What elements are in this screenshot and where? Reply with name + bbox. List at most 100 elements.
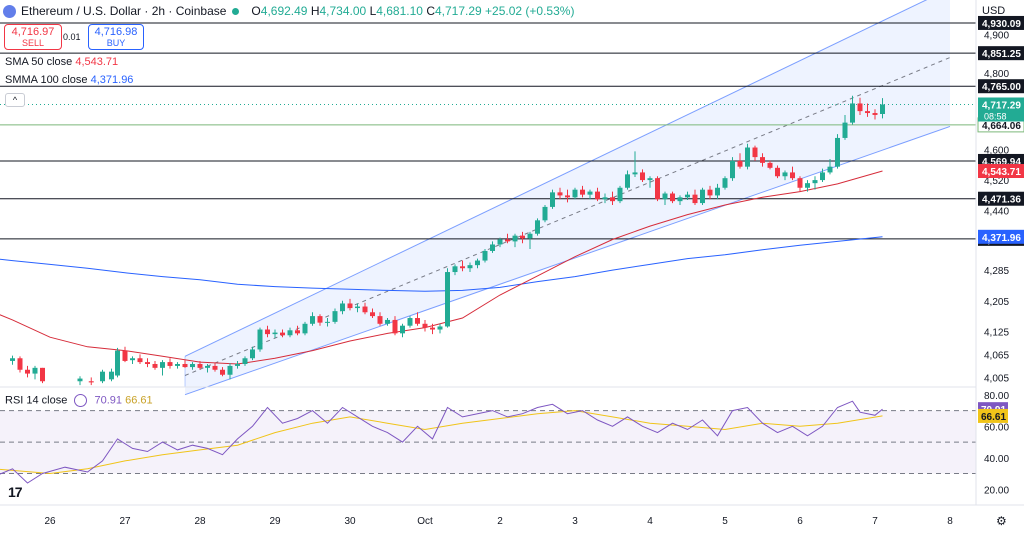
y-tick-label: 4,205 bbox=[984, 297, 1009, 308]
candle-body bbox=[812, 180, 818, 184]
rsi-tick-label: 60.00 bbox=[984, 422, 1009, 433]
y-tick-label: 4,600 bbox=[984, 145, 1009, 156]
x-tick-label: 3 bbox=[572, 516, 578, 527]
candle-body bbox=[797, 178, 803, 188]
sma50-legend[interactable]: SMA 50 close 4,543.71 bbox=[5, 56, 118, 68]
candle-body bbox=[272, 332, 278, 335]
x-tick-label: 30 bbox=[344, 516, 356, 527]
buy-button[interactable]: 4,716.98 BUY bbox=[88, 24, 144, 50]
symbol-title[interactable]: Ethereum / U.S. Dollar · 2h · Coinbase bbox=[21, 4, 227, 18]
candle-body bbox=[392, 319, 398, 334]
candle-body bbox=[700, 189, 705, 204]
candle-body bbox=[677, 197, 683, 202]
candle-body bbox=[775, 167, 780, 177]
level-tag-label: 4,930.09 bbox=[982, 19, 1021, 30]
candle-body bbox=[625, 174, 630, 188]
price-tag-label: 4,371.96 bbox=[982, 233, 1021, 244]
candle-body bbox=[505, 239, 510, 242]
candle-body bbox=[377, 316, 383, 324]
level-tag bbox=[978, 79, 1024, 94]
candle-body bbox=[790, 172, 795, 179]
rsi-label: RSI 14 close bbox=[5, 394, 68, 407]
change-value: +25.02 (+0.53%) bbox=[485, 4, 575, 18]
countdown-label: 08:58 bbox=[984, 111, 1007, 121]
candle-body bbox=[512, 235, 518, 242]
smma100-value: 4,371.96 bbox=[90, 74, 134, 86]
x-tick-label: 2 bbox=[497, 516, 503, 527]
candle-body bbox=[805, 183, 810, 188]
low-value: 4,681.10 bbox=[376, 4, 423, 18]
price-tag bbox=[978, 97, 1024, 122]
candle-body bbox=[520, 235, 525, 239]
candle-body bbox=[535, 220, 540, 234]
candle-body bbox=[220, 369, 225, 375]
candle-body bbox=[109, 371, 114, 380]
smma100-label: SMMA 100 close bbox=[5, 74, 88, 86]
candle-body bbox=[692, 194, 698, 204]
candle-body bbox=[400, 325, 405, 334]
x-tick-label: 8 bbox=[947, 516, 953, 527]
candle-body bbox=[767, 162, 773, 168]
candle-body bbox=[242, 358, 248, 365]
candle-body bbox=[460, 266, 465, 269]
level-tag-label: 4,664.06 bbox=[982, 121, 1021, 132]
candle-body bbox=[602, 197, 608, 200]
candle-body bbox=[355, 306, 360, 309]
candle-body bbox=[857, 103, 863, 112]
y-tick-label: 4,065 bbox=[984, 350, 1009, 361]
candle-body bbox=[835, 137, 840, 167]
candle-body bbox=[452, 266, 458, 273]
candle-body bbox=[152, 364, 158, 368]
candle-body bbox=[280, 332, 285, 336]
candle-body bbox=[77, 378, 83, 382]
currency-selector[interactable]: USD bbox=[982, 5, 1006, 17]
gear-icon[interactable]: ⚙ bbox=[996, 514, 1007, 528]
rsi-settings-icon[interactable] bbox=[74, 394, 88, 407]
rsi-legend[interactable]: RSI 14 close 70.91 66.61 bbox=[5, 394, 153, 407]
candle-body bbox=[317, 316, 323, 323]
level-tag-label: 4,471.36 bbox=[982, 195, 1021, 206]
candle-body bbox=[617, 187, 623, 202]
candle-body bbox=[362, 306, 368, 313]
y-tick-label: 4,440 bbox=[984, 207, 1009, 218]
candle-body bbox=[88, 381, 94, 383]
candle-body bbox=[685, 194, 690, 198]
rsi-tick-label: 40.00 bbox=[984, 454, 1009, 465]
candle-body bbox=[880, 104, 885, 114]
candle-body bbox=[782, 172, 788, 177]
rsi-line bbox=[0, 400, 883, 484]
y-tick-label: 4,125 bbox=[984, 327, 1009, 338]
sell-price: 4,716.97 bbox=[11, 26, 55, 38]
candle-body bbox=[100, 371, 105, 382]
x-tick-label: 28 bbox=[194, 516, 206, 527]
ohlc-readout: O4,692.49 H4,734.00 L4,681.10 C4,717.29 … bbox=[251, 4, 575, 18]
buy-label: BUY bbox=[106, 38, 126, 48]
open-value: 4,692.49 bbox=[260, 4, 308, 18]
sell-label: SELL bbox=[21, 38, 45, 48]
candle-body bbox=[542, 206, 548, 221]
candle-body bbox=[182, 364, 188, 368]
sma50-value: 4,543.71 bbox=[75, 56, 119, 68]
candle-body bbox=[385, 319, 390, 324]
market-status-icon bbox=[232, 7, 240, 15]
candle-body bbox=[647, 178, 653, 181]
symbol-header: Ethereum / U.S. Dollar · 2h · Coinbase O… bbox=[0, 0, 574, 22]
candle-body bbox=[722, 178, 728, 188]
x-tick-label: 4 bbox=[647, 516, 653, 527]
x-tick-label: 27 bbox=[119, 516, 131, 527]
candle-body bbox=[737, 160, 743, 167]
smma100-legend[interactable]: SMMA 100 close 4,371.96 bbox=[5, 74, 133, 86]
candle-body bbox=[580, 189, 585, 195]
rsi-tick-label: 80.00 bbox=[984, 391, 1009, 402]
candle-body bbox=[422, 323, 428, 328]
candle-body bbox=[212, 365, 218, 370]
y-tick-label: 4,285 bbox=[984, 266, 1009, 277]
candle-body bbox=[265, 329, 270, 335]
collapse-legend-button[interactable]: ^ bbox=[5, 93, 25, 107]
price-tag bbox=[978, 229, 1024, 244]
rsi-value: 70.91 bbox=[94, 394, 123, 407]
sell-button[interactable]: 4,716.97 SELL bbox=[4, 24, 62, 50]
candle-body bbox=[175, 364, 180, 366]
